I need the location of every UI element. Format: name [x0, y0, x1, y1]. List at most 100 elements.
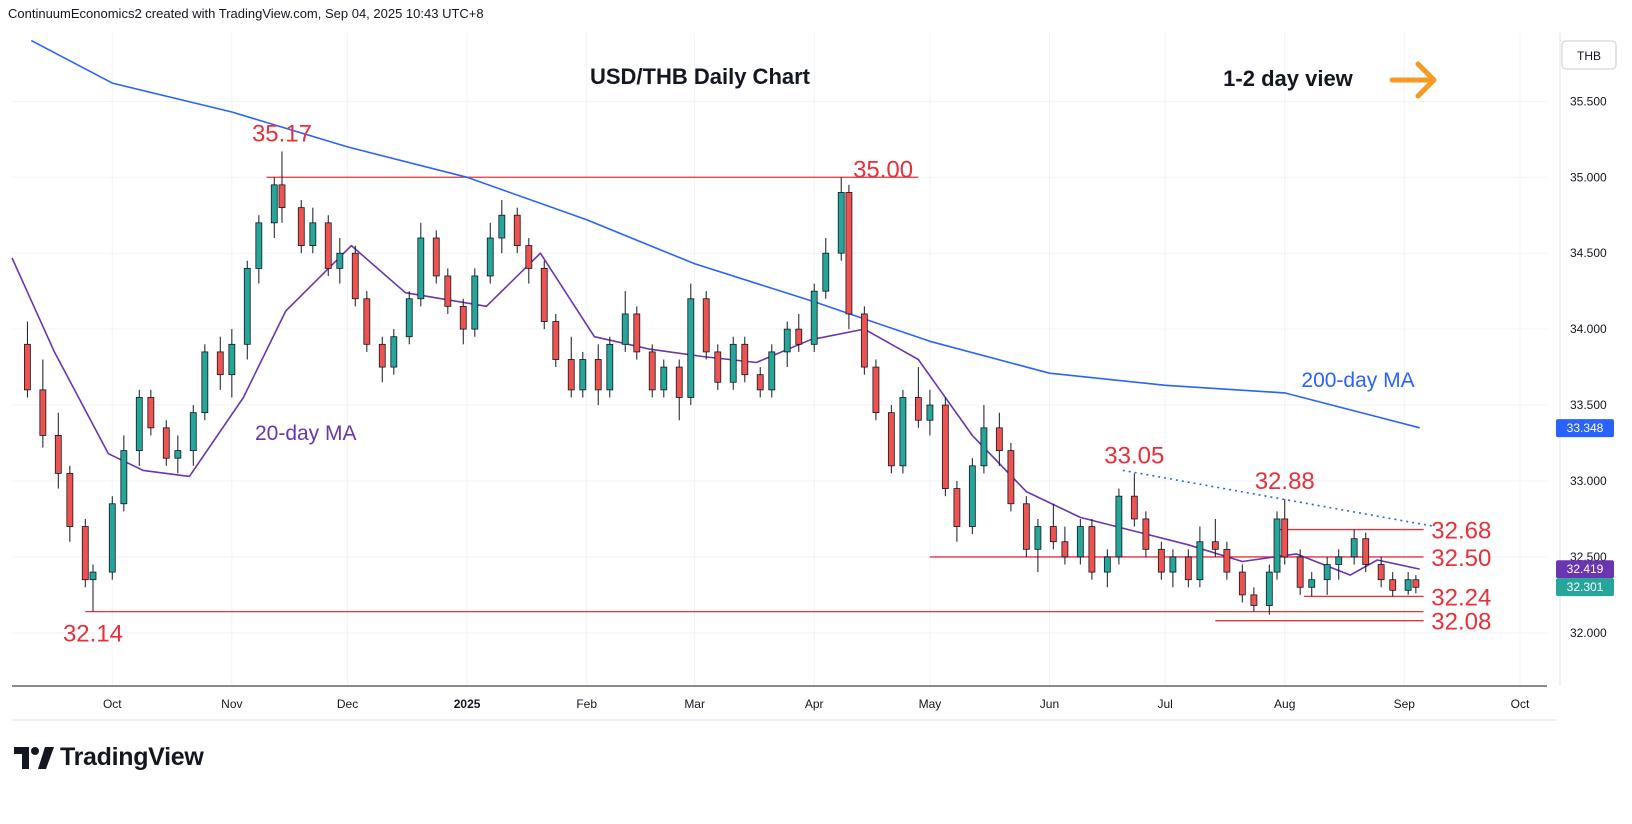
y-tick-label: 32.000: [1570, 626, 1607, 640]
candle-body: [621, 313, 629, 345]
annotation-label: 35.00: [853, 156, 913, 183]
candle: [471, 268, 479, 337]
candle-body: [201, 351, 209, 414]
candle: [444, 268, 452, 314]
candle-body: [1265, 571, 1273, 606]
candle-body: [845, 192, 853, 315]
candle: [1362, 532, 1370, 573]
candle: [1142, 511, 1150, 557]
annotation-label: 32.88: [1255, 468, 1315, 495]
x-tick-label: Dec: [337, 697, 358, 711]
candle-body: [162, 427, 170, 459]
price-badge: [1556, 419, 1614, 438]
x-tick-label: Nov: [221, 697, 242, 711]
candle-body: [995, 427, 1003, 452]
candle-body: [189, 412, 197, 452]
candle: [1389, 572, 1397, 597]
candle: [714, 344, 722, 390]
series-label: 200-day MA: [1301, 369, 1414, 392]
x-tick-label: 2025: [454, 697, 481, 711]
candle-body: [174, 450, 182, 459]
y-tick-label: 33.500: [1570, 398, 1607, 412]
chart-header: ContinuumEconomics2 created with Trading…: [8, 6, 484, 21]
currency-badge[interactable]: [1561, 40, 1617, 70]
candle: [756, 367, 764, 398]
candle: [390, 329, 398, 375]
candle: [174, 435, 182, 474]
annotation-label: 32.24: [1431, 584, 1491, 611]
candle-body: [432, 237, 440, 277]
candle: [552, 313, 560, 368]
price-badge-label: 33.348: [1567, 421, 1604, 435]
candles-layer: [24, 151, 1420, 615]
candle: [1281, 499, 1289, 565]
candle: [567, 336, 575, 398]
candle: [525, 238, 533, 284]
annotation-label: 32.14: [63, 621, 123, 648]
y-tick-label: 34.500: [1570, 246, 1607, 260]
candle-body: [255, 222, 263, 269]
candle-body: [270, 184, 278, 224]
tradingview-logo-icon: [14, 746, 54, 769]
candle-body: [351, 252, 359, 300]
candle: [579, 351, 587, 398]
candle-body: [363, 298, 371, 345]
candle-body: [1238, 571, 1246, 596]
series-label: 20-day MA: [255, 422, 357, 445]
candle-body: [1007, 450, 1015, 505]
candle-body: [405, 298, 413, 338]
candle: [860, 306, 868, 375]
y-tick-label: 35.500: [1570, 94, 1607, 108]
candle: [81, 518, 89, 588]
candle-body: [1157, 548, 1165, 573]
candle-body: [135, 397, 143, 452]
candle-body: [941, 404, 949, 489]
trendline-layer: [1122, 469, 1436, 528]
candle-body: [552, 321, 560, 360]
candle-body: [1115, 495, 1123, 558]
overlay-layer: USD/THB Daily Chart 1-2 day view THB: [590, 40, 1617, 99]
candle: [810, 283, 818, 352]
candle: [1250, 587, 1258, 612]
candle: [768, 344, 776, 398]
candle-body: [243, 267, 251, 345]
annotation-label: 33.05: [1104, 442, 1164, 469]
candle: [351, 245, 359, 307]
candle-body: [729, 343, 737, 383]
candle: [1157, 541, 1165, 580]
candle-body: [860, 313, 868, 368]
x-tick-label: Sep: [1394, 697, 1416, 711]
candle: [1335, 549, 1343, 580]
price-badge: [1556, 578, 1614, 597]
candle-body: [278, 184, 286, 209]
candle: [270, 177, 278, 239]
candle: [1076, 518, 1084, 565]
candle: [1211, 518, 1219, 557]
x-tick-label: May: [919, 697, 942, 711]
y-tick-label: 34.000: [1570, 322, 1607, 336]
price-badge-label: 32.419: [1567, 562, 1604, 576]
candle: [633, 306, 641, 360]
candle-body: [660, 366, 668, 391]
candle-body: [648, 351, 656, 391]
candle-body: [872, 366, 880, 414]
candle: [887, 405, 895, 474]
candle: [108, 496, 116, 580]
candle-body: [1088, 526, 1096, 573]
candle-body: [324, 222, 332, 269]
candle-body: [1250, 594, 1258, 606]
currency-label: THB: [1577, 49, 1601, 63]
candle: [1049, 503, 1057, 550]
candle: [324, 215, 332, 276]
candle: [1323, 556, 1331, 595]
candle: [1223, 541, 1231, 580]
candle-body: [795, 328, 803, 345]
candle: [953, 480, 961, 542]
tradingview-logo[interactable]: TradingView: [14, 743, 204, 772]
candle-body: [980, 427, 988, 467]
candle: [39, 359, 47, 448]
candle: [995, 412, 1003, 466]
candle: [120, 435, 128, 512]
